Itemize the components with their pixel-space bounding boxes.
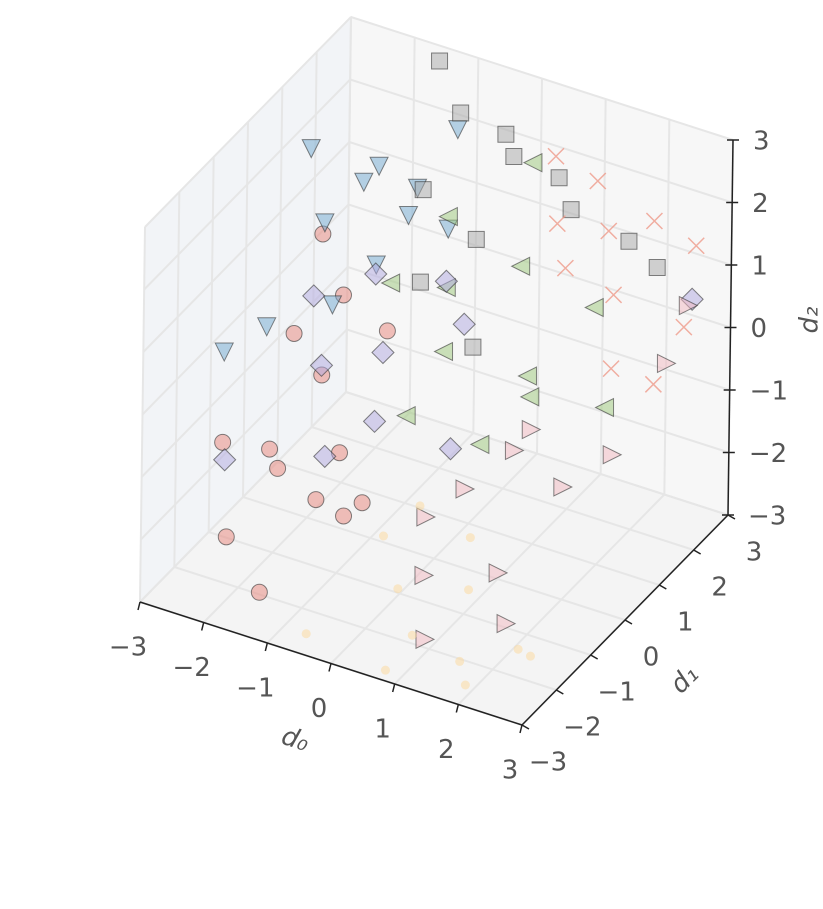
y-tick-label: 1 (677, 608, 694, 638)
x-tick (202, 623, 204, 631)
point (468, 231, 484, 247)
y-tick-label: 0 (643, 643, 660, 673)
point (563, 202, 579, 218)
y-tick-label: −1 (598, 678, 636, 708)
point (455, 657, 464, 666)
point (412, 274, 428, 290)
z-axis-label: d₂ (795, 307, 823, 334)
z-tick-label: −1 (750, 377, 788, 407)
point (251, 584, 267, 600)
point (286, 326, 302, 342)
point (621, 233, 637, 249)
point (379, 323, 395, 339)
x-tick-label: −1 (236, 674, 274, 704)
x-tick-label: 3 (502, 756, 519, 786)
point (379, 532, 388, 541)
point (461, 681, 470, 690)
point (432, 53, 448, 69)
point (354, 495, 370, 511)
point (498, 126, 514, 142)
y-tick (556, 690, 563, 694)
y-axis-label: d₁ (665, 660, 705, 700)
point (649, 260, 665, 276)
y-tick (625, 620, 632, 624)
point (408, 631, 417, 640)
x-tick-label: −2 (173, 653, 211, 683)
x-tick (265, 643, 267, 651)
point (464, 585, 473, 594)
x-tick-label: 2 (438, 735, 455, 765)
y-tick-label: −2 (563, 713, 601, 743)
point (506, 149, 522, 165)
y-tick (591, 655, 598, 659)
y-tick-label: 3 (746, 538, 763, 568)
x-tick (393, 684, 395, 692)
point (215, 434, 231, 450)
y-tick (659, 585, 666, 589)
point (551, 170, 567, 186)
z-tick-label: −2 (749, 439, 787, 469)
y-tick-label: 2 (711, 573, 728, 603)
point (514, 645, 523, 654)
point (270, 460, 286, 476)
point (526, 652, 535, 661)
y-tick-label: −3 (529, 748, 567, 778)
point (381, 666, 390, 675)
x-tick-label: 1 (374, 715, 391, 745)
x-tick (329, 664, 331, 672)
y-tick (522, 725, 529, 729)
point (393, 584, 402, 593)
z-tick-label: −3 (748, 502, 786, 532)
z-tick-label: 3 (753, 127, 770, 157)
point (262, 441, 278, 457)
y-tick (694, 550, 701, 554)
point (466, 533, 475, 542)
point (453, 105, 469, 121)
point (415, 182, 431, 198)
point (336, 508, 352, 524)
point (416, 501, 425, 510)
z-tick-label: 0 (751, 314, 768, 344)
x-axis-label: d₀ (278, 721, 313, 758)
point (302, 629, 311, 638)
point (308, 492, 324, 508)
x-tick-label: −3 (109, 633, 147, 663)
x-tick (456, 705, 458, 713)
point (218, 529, 234, 545)
x-tick (520, 725, 522, 733)
z-tick-label: 2 (752, 189, 769, 219)
point (465, 339, 481, 355)
x-tick-label: 0 (311, 694, 328, 724)
z-tick-label: 1 (751, 252, 768, 282)
x-tick (138, 602, 140, 610)
